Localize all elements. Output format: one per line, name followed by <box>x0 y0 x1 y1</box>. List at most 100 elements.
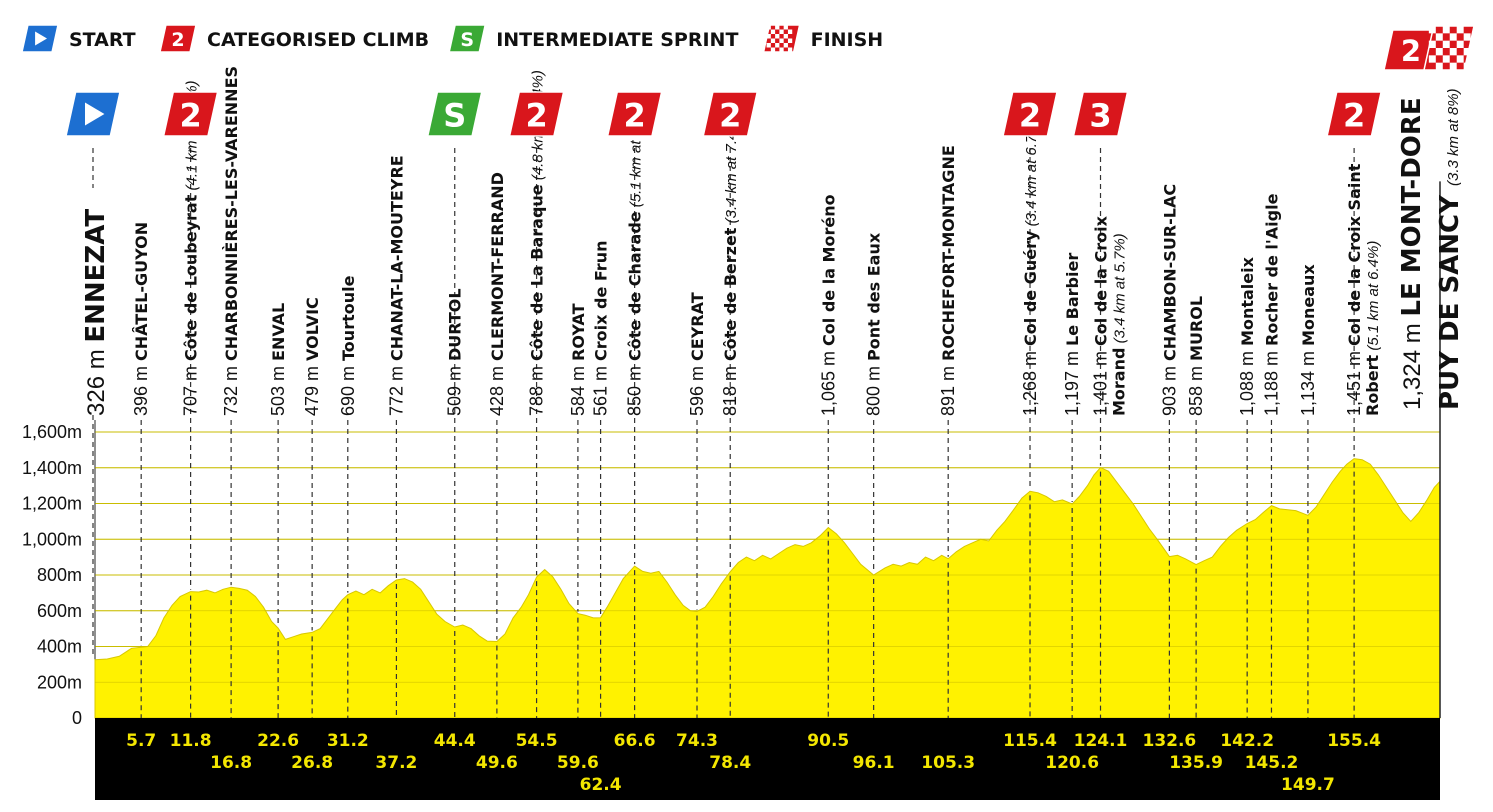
checker-cell <box>766 25 771 30</box>
climb-badge-cat2-shape <box>606 91 663 137</box>
waypoint-name: Col de la Croix <box>1092 215 1111 346</box>
legend-sprint-icon: S <box>448 24 487 53</box>
km-label: 31.2 <box>327 731 369 751</box>
checker-cell <box>1449 33 1457 41</box>
checker-cell <box>1463 48 1471 56</box>
waypoint-name: CEYRAT <box>688 292 707 361</box>
waypoint-label: 1,134 m Moneaux <box>1298 264 1318 416</box>
climb-badge-cat3-shape <box>1072 91 1129 137</box>
climb-badge-cat2-shape <box>162 91 219 137</box>
waypoint-altitude: 1,451 m <box>1344 346 1364 416</box>
climb-badge-cat2: 2 <box>606 91 663 137</box>
waypoint-altitude: 1,268 m <box>1020 346 1040 416</box>
waypoint-label-line2: Morand (3.4 km at 5.7%) <box>1110 233 1129 416</box>
climb-badge-cat2-shape <box>508 91 565 137</box>
waypoint-label: 858 m MUROL <box>1186 296 1206 416</box>
km-label: 155.4 <box>1327 731 1381 751</box>
legend-sprint-icon-label: S <box>460 29 474 51</box>
waypoint-label: 396 m CHÂTEL-GUYON <box>131 222 151 416</box>
waypoint-altitude: 732 m <box>221 361 241 416</box>
finish-label-line2: PUY DE SANCY (3.3 km at 8%) <box>1435 88 1465 410</box>
climb-badge-cat2-label: 2 <box>623 96 645 134</box>
km-band-background <box>95 718 1440 800</box>
waypoint-label: 479 m VOLVIC <box>302 297 322 416</box>
checker-cell <box>783 43 788 48</box>
route-badges: 2 S 2 2 2 2 3 2 2 <box>65 25 1475 137</box>
waypoint-guides <box>92 148 1355 718</box>
y-tick-label: 1,000m <box>22 529 82 549</box>
waypoint-altitude: 596 m <box>687 361 707 416</box>
km-label: 22.6 <box>257 731 299 751</box>
finish-climb-badge-label: 2 <box>1401 34 1421 68</box>
climb-badge-cat2-shape <box>702 91 759 137</box>
waypoint-name: ROCHEFORT-MONTAGNE <box>939 145 958 361</box>
checker-cell <box>1456 26 1464 34</box>
finish-altitude: 1,324 m <box>1399 317 1426 410</box>
legend-sprint-icon-shape <box>448 24 487 53</box>
waypoint-name: Croix de Frun <box>592 241 611 361</box>
y-tick-label: 400m <box>37 637 82 657</box>
checker-cell <box>1428 40 1436 48</box>
checker-cell <box>783 34 788 39</box>
waypoint-altitude: 1,401 m <box>1091 346 1111 416</box>
legend-climb-label: CATEGORISED CLIMB <box>207 29 429 51</box>
legend-climb-icon-label: 2 <box>171 29 184 51</box>
checker-cell <box>770 29 776 34</box>
start-badge <box>65 91 121 137</box>
sprint-badge-shape <box>426 91 483 137</box>
elevation-area <box>94 458 1441 719</box>
waypoint-label: 818 m Côte de Berzet (3.4 km at 7.4%) <box>720 113 740 416</box>
waypoint-name: Côte de Berzet <box>721 227 740 361</box>
legend-climb-icon: 2 <box>159 24 197 53</box>
waypoint-altitude: 690 m <box>338 361 358 416</box>
checker-cell <box>1456 55 1464 63</box>
waypoint-label: 1,065 m Col de la Moréno <box>818 194 838 416</box>
waypoint-label: 732 m CHARBONNIÈRES-LES-VARENNES <box>221 66 241 416</box>
legend-sprint-label: INTERMEDIATE SPRINT <box>496 29 738 51</box>
waypoint-detail: (3.4 km at 7.4%) <box>723 113 740 227</box>
start-label: 326 m ENNEZAT <box>81 209 111 416</box>
play-icon <box>84 102 105 126</box>
legend-finish-icon <box>762 24 801 53</box>
checker-cell <box>1449 62 1457 70</box>
finish-label: 1,324 m LE MONT-DORE <box>1397 97 1427 410</box>
waypoint-altitude: 1,134 m <box>1298 346 1318 416</box>
waypoint-altitude: 707 m <box>181 361 201 416</box>
waypoint-labels: 396 m CHÂTEL-GUYON 707 m Côte de Loubeyra… <box>81 66 1465 416</box>
waypoint-altitude: 561 m <box>591 361 611 416</box>
climb-badge-cat2: 2 <box>1326 91 1383 137</box>
checker-cell <box>779 29 784 34</box>
waypoint-name: CHAMBON-SUR-LAC <box>1160 184 1179 361</box>
checker-cell <box>770 47 776 52</box>
checker-cell <box>779 38 784 43</box>
waypoint-name: Col de la Croix Saint <box>1345 163 1364 346</box>
waypoint-name: CHANAT-LA-MOUTEYRE <box>387 155 406 361</box>
checker-cell <box>1435 48 1443 56</box>
waypoint-altitude: 1,065 m <box>818 346 838 416</box>
waypoint-altitude: 891 m <box>938 361 958 416</box>
waypoint-name-line2: Morand <box>1110 348 1129 416</box>
waypoint-label: 1,451 m Col de la Croix Saint <box>1344 163 1364 416</box>
km-band: 5.7 11.816.822.626.831.2 37.2 44.449.654.55… <box>95 718 1440 800</box>
checker-cell <box>1463 33 1471 41</box>
waypoint-detail: (3.4 km at 6.7%) <box>1023 116 1040 230</box>
waypoint-name: Côte de Charade <box>626 211 645 361</box>
climb-badge-cat2-shape <box>1326 91 1383 137</box>
waypoint-name: Côte de La Baraque <box>528 184 547 361</box>
waypoint-label: 772 m CHANAT-LA-MOUTEYRE <box>386 155 406 416</box>
waypoint-label: 428 m CLERMONT-FERRAND <box>487 172 507 416</box>
legend-start-icon <box>21 24 59 53</box>
waypoint-label: 584 m ROYAT <box>568 303 588 416</box>
km-label: 74.3 <box>676 731 718 751</box>
legend-start-label: START <box>69 29 136 51</box>
waypoint-label: 800 m Pont des Eaux <box>864 232 884 416</box>
km-label: 62.4 <box>580 775 622 795</box>
waypoint-name: DURTOL <box>446 288 465 361</box>
checker-cell <box>779 47 784 52</box>
waypoint-altitude: 772 m <box>386 361 406 416</box>
checker-cell <box>783 25 788 30</box>
waypoint-name: Pont des Eaux <box>865 232 884 361</box>
waypoint-name: MUROL <box>1187 296 1206 361</box>
checker-cell <box>1428 55 1436 63</box>
km-label: 120.6 <box>1045 753 1099 773</box>
